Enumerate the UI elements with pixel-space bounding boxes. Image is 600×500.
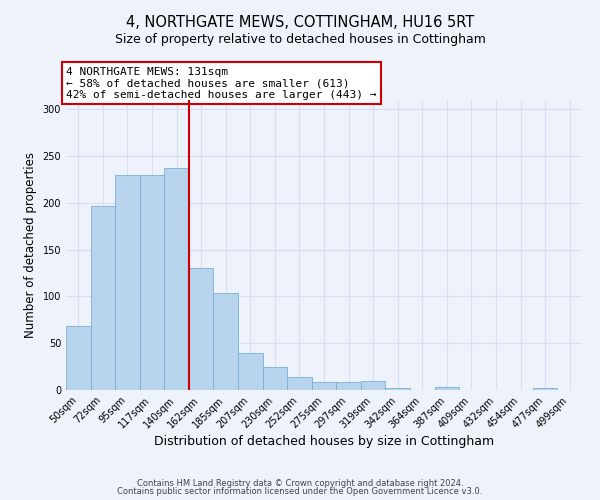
Bar [434, 387, 459, 390]
Text: Contains public sector information licensed under the Open Government Licence v3: Contains public sector information licen… [118, 487, 482, 496]
Text: Contains HM Land Registry data © Crown copyright and database right 2024.: Contains HM Land Registry data © Crown c… [137, 478, 463, 488]
Bar [214, 292, 238, 390]
Bar [66, 326, 91, 390]
Text: 4, NORTHGATE MEWS, COTTINGHAM, HU16 5RT: 4, NORTHGATE MEWS, COTTINGHAM, HU16 5RT [126, 15, 474, 30]
Bar [287, 377, 312, 390]
Bar [361, 380, 385, 390]
Bar [533, 388, 557, 390]
Bar [263, 366, 287, 390]
Bar [189, 268, 214, 390]
Text: 4 NORTHGATE MEWS: 131sqm
← 58% of detached houses are smaller (613)
42% of semi-: 4 NORTHGATE MEWS: 131sqm ← 58% of detach… [66, 67, 377, 100]
X-axis label: Distribution of detached houses by size in Cottingham: Distribution of detached houses by size … [154, 436, 494, 448]
Bar [312, 382, 336, 390]
Bar [91, 206, 115, 390]
Bar [385, 388, 410, 390]
Bar [164, 168, 189, 390]
Bar [336, 382, 361, 390]
Bar [140, 175, 164, 390]
Text: Size of property relative to detached houses in Cottingham: Size of property relative to detached ho… [115, 32, 485, 46]
Bar [238, 352, 263, 390]
Bar [115, 175, 140, 390]
Y-axis label: Number of detached properties: Number of detached properties [24, 152, 37, 338]
